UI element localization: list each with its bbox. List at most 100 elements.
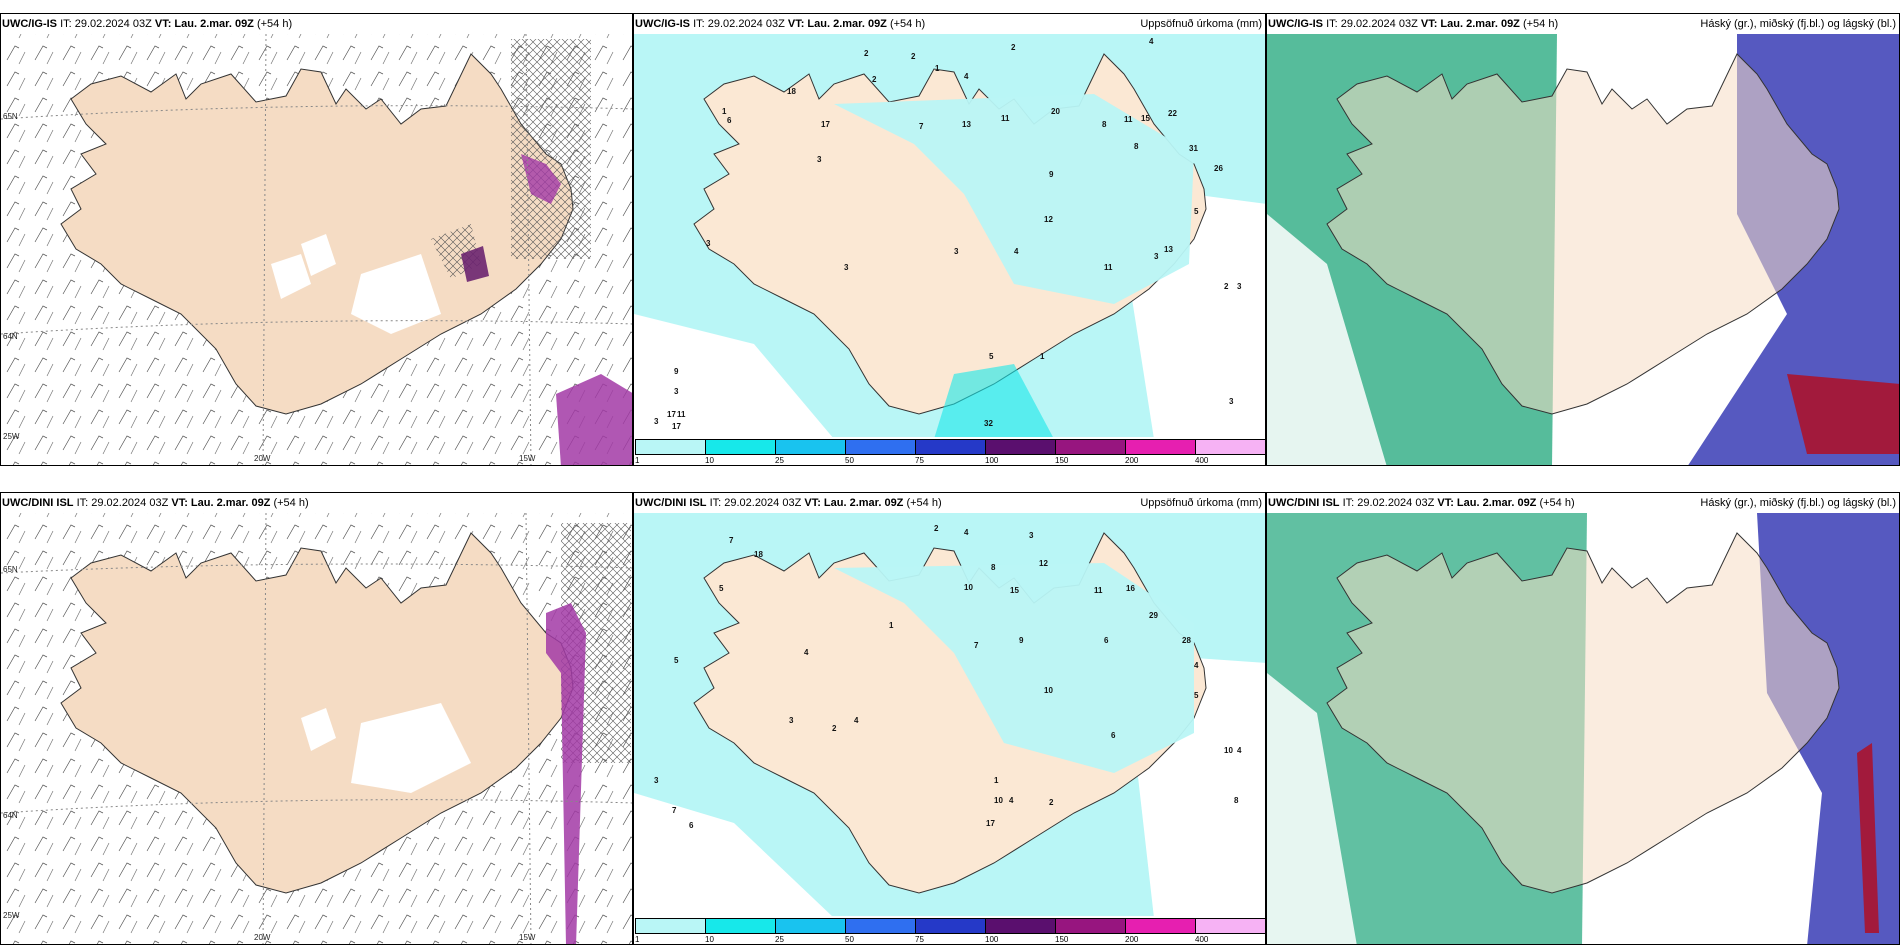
precip-value: 1 — [935, 64, 940, 73]
colorbar-segment — [845, 439, 916, 455]
precip-map: 2 2 1 2 4 2 4 1 6 18 17 3 7 13 11 20 11 … — [634, 34, 1265, 439]
precip-value: 16 — [1126, 584, 1135, 593]
precip-value: 3 — [654, 776, 659, 785]
colorbar-segment — [1055, 918, 1126, 934]
colorbar-tick: 75 — [915, 935, 924, 944]
low-cloud-area — [1787, 374, 1899, 454]
colorbar-segment — [1125, 918, 1196, 934]
glacier-1 — [351, 703, 471, 793]
precip-value: 3 — [817, 155, 822, 164]
colorbar-segment — [635, 918, 706, 934]
colorbar-tick: 1 — [635, 935, 640, 944]
precip-value: 1 — [994, 776, 999, 785]
precip-value: 6 — [1111, 731, 1116, 740]
precip-value: 17 — [672, 422, 681, 431]
precip-value: 2 — [872, 75, 877, 84]
precip-value: 1 — [1040, 352, 1045, 361]
precip-area-north — [834, 94, 1194, 304]
icing-purple-inland — [461, 246, 489, 282]
precip-value: 7 — [919, 122, 924, 131]
precip-values: 2 4 3 7 18 5 8 10 15 12 16 29 28 11 6 7 … — [654, 524, 1242, 830]
precip-value: 2 — [864, 49, 869, 58]
colorbar-tick: 150 — [1055, 456, 1069, 465]
precip-value: 12 — [1039, 559, 1048, 568]
colorbar-tick: 150 — [1055, 935, 1069, 944]
precip-value: 12 — [1044, 215, 1053, 224]
lon-label: 25W — [3, 911, 20, 920]
lon-label: 20W — [254, 454, 271, 463]
precip-value: 4 — [1009, 796, 1014, 805]
colorbar-tick: 200 — [1125, 935, 1139, 944]
colorbar-tick: 100 — [985, 935, 999, 944]
precip-values: 2 2 1 2 4 2 4 1 6 18 17 3 7 13 11 20 11 … — [654, 37, 1242, 431]
panel-precip-dini: UWC/DINI ISL IT: 29.02.2024 03Z VT: Lau.… — [633, 492, 1266, 945]
colorbar-segment — [845, 918, 916, 934]
precip-value: 4 — [854, 716, 859, 725]
precip-value: 7 — [672, 806, 677, 815]
precip-value: 3 — [1229, 397, 1234, 406]
glacier-2 — [301, 708, 336, 751]
low-cloud-area — [1857, 743, 1879, 933]
precip-value: 4 — [964, 528, 969, 537]
colorbar-segment — [1195, 439, 1265, 455]
colorbar-tick: 100 — [985, 456, 999, 465]
lat-label: 64N — [3, 811, 18, 820]
precip-value: 2 — [1049, 798, 1054, 807]
precip-value: 6 — [689, 821, 694, 830]
colorbar-segment — [775, 439, 846, 455]
lon-label: 20W — [254, 933, 271, 942]
colorbar-tick: 400 — [1195, 456, 1209, 465]
precip-value: 10 — [964, 583, 973, 592]
icing-purple-south — [556, 374, 632, 465]
precip-value: 22 — [1168, 109, 1177, 118]
precip-value: 29 — [1149, 611, 1158, 620]
panel-cloud-ig: UWC/IG-IS IT: 29.02.2024 03Z VT: Lau. 2.… — [1266, 13, 1900, 466]
precip-value: 3 — [954, 247, 959, 256]
panel-precip-ig: UWC/IG-IS IT: 29.02.2024 03Z VT: Lau. 2.… — [633, 13, 1266, 466]
wind-map — [1, 512, 632, 944]
panel-title: UWC/DINI ISL IT: 29.02.2024 03Z VT: Lau.… — [634, 493, 1265, 513]
precip-value: 18 — [754, 550, 763, 559]
iceland-land — [1326, 532, 1840, 894]
lon-line — [262, 512, 267, 944]
precip-value: 10 — [1044, 686, 1053, 695]
lat-line — [1, 105, 632, 120]
dry-area — [634, 793, 834, 918]
colorbar-segment — [635, 439, 706, 455]
precip-value: 5 — [1194, 207, 1199, 216]
precip-value: 15 — [1010, 586, 1019, 595]
precip-value: 5 — [989, 352, 994, 361]
precip-value: 6 — [727, 116, 732, 125]
precip-value: 4 — [1194, 661, 1199, 670]
colorbar-tick: 400 — [1195, 935, 1209, 944]
precip-value: 3 — [1029, 531, 1034, 540]
precip-value: 1 — [889, 621, 894, 630]
precip-value: 4 — [804, 648, 809, 657]
precip-value: 32 — [984, 419, 993, 428]
precip-value: 6 — [1104, 636, 1109, 645]
precip-value: 5 — [674, 656, 679, 665]
lat-label: 64N — [3, 332, 18, 341]
lon-label: 25W — [3, 432, 20, 441]
precip-value: 1 — [722, 107, 727, 116]
colorbar-segment — [705, 439, 776, 455]
precip-area-north — [834, 563, 1194, 773]
precip-value: 9 — [674, 367, 679, 376]
lon-line — [525, 512, 532, 944]
panel-wind-dini: UWC/DINI ISL IT: 29.02.2024 03Z VT: Lau.… — [0, 492, 633, 945]
dry-area — [634, 314, 834, 439]
panel-wind-ig: UWC/IG-IS IT: 29.02.2024 03Z VT: Lau. 2.… — [0, 13, 633, 466]
precip-value: 17 — [821, 120, 830, 129]
panel-title: UWC/IG-IS IT: 29.02.2024 03Z VT: Lau. 2.… — [1267, 14, 1899, 34]
precip-value: 8 — [991, 563, 996, 572]
lon-line — [262, 33, 267, 465]
lon-label: 15W — [519, 933, 536, 942]
precip-value: 11 — [677, 410, 686, 419]
precip-value: 7 — [974, 641, 979, 650]
lon-line — [525, 33, 532, 465]
icing-hatch — [511, 39, 591, 259]
icing-purple-east — [521, 154, 561, 204]
precip-value: 20 — [1051, 107, 1060, 116]
colorbar-segment — [775, 918, 846, 934]
colorbar-tick: 25 — [775, 456, 784, 465]
